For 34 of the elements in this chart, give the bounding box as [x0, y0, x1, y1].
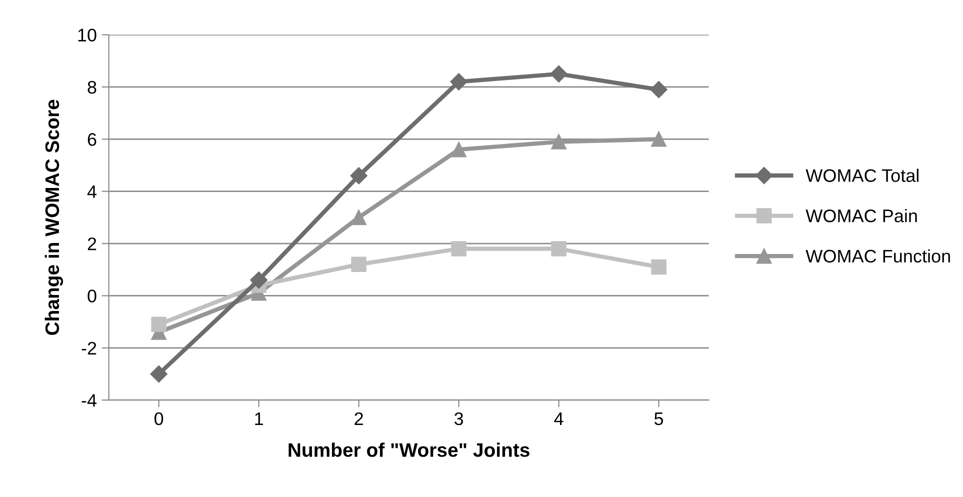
legend-label: WOMAC Function: [806, 249, 950, 263]
point: [151, 316, 166, 332]
point: [550, 65, 568, 82]
point: [150, 365, 168, 383]
y-tick-label: 0: [88, 290, 96, 302]
point: [450, 73, 468, 90]
y-tick-label: 10: [78, 28, 96, 42]
point: [651, 259, 666, 275]
x-tick-label: 3: [454, 412, 464, 426]
y-axis-title: Change in WOMAC Score: [44, 100, 64, 335]
point: [250, 272, 268, 289]
point: [651, 132, 666, 147]
point: [650, 81, 668, 98]
legend-label: WOMAC Pain: [806, 209, 917, 222]
x-tick-label: 2: [354, 412, 363, 425]
point: [351, 256, 366, 272]
y-tick-label: 6: [88, 133, 96, 146]
legend-label: WOMAC Total: [806, 168, 918, 182]
y-tick-label: -2: [82, 342, 96, 354]
x-tick-label: 5: [654, 412, 664, 426]
point: [451, 142, 466, 158]
x-axis-title: Number of "Worse" Joints: [288, 442, 530, 457]
y-tick-label: 8: [88, 80, 96, 94]
y-tick-label: -4: [82, 394, 96, 407]
x-tick-label: 1: [255, 412, 263, 425]
point: [351, 210, 366, 226]
y-tick-label: 2: [88, 237, 96, 250]
point: [551, 241, 566, 256]
y-tick-label: 4: [87, 185, 96, 198]
point: [350, 167, 368, 184]
x-tick-label: 4: [554, 412, 564, 425]
point: [451, 241, 466, 256]
x-tick-label: 0: [154, 412, 164, 426]
point: [551, 134, 566, 150]
